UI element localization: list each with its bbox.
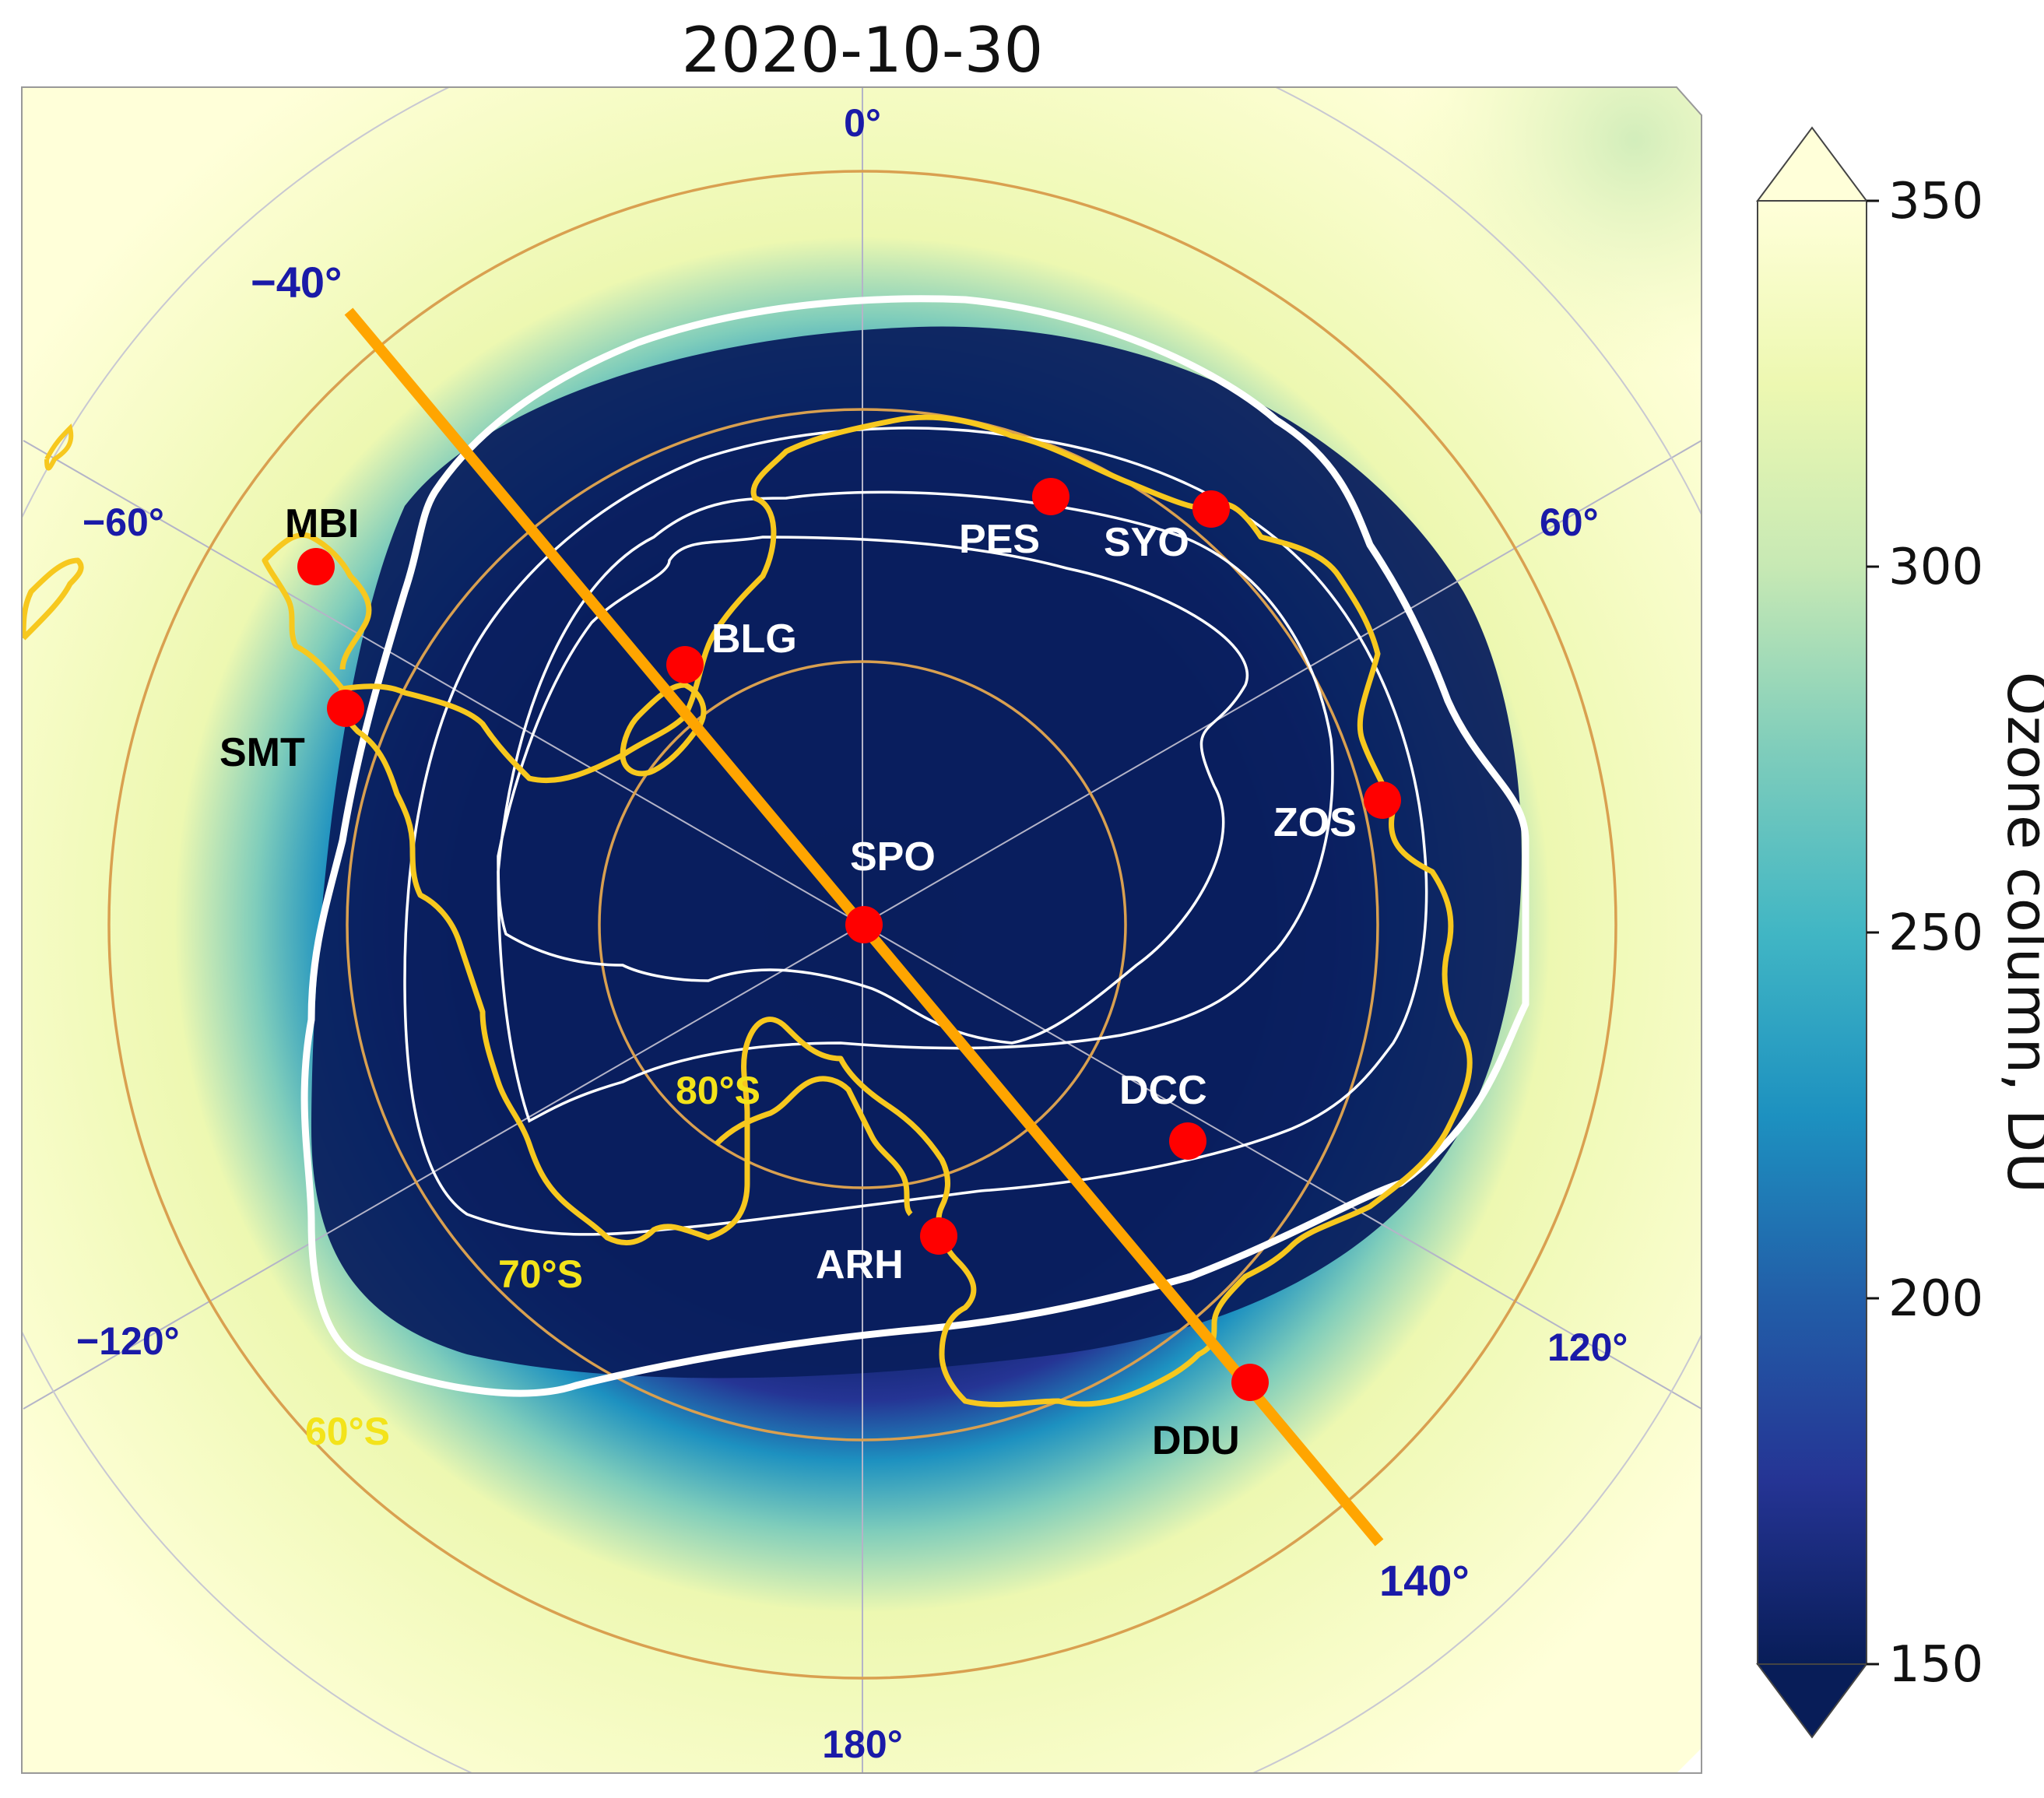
station-marker-syo xyxy=(1192,490,1230,528)
colorbar-tick-label-350: 350 xyxy=(1888,173,1983,230)
coastline-ross-shelf xyxy=(714,1076,913,1217)
coastline-south-america xyxy=(22,557,84,641)
station-label-syo: SYO xyxy=(1104,520,1189,565)
map-frame xyxy=(21,86,1702,1774)
meridian-lines xyxy=(23,87,1702,1773)
colorbar-extend-top-full xyxy=(1756,126,1868,202)
lat-label-60: 60°S xyxy=(305,1410,390,1453)
station-label-blg: BLG xyxy=(711,616,797,662)
station-label-zos: ZOS xyxy=(1273,800,1357,845)
ozone-hole-core xyxy=(311,326,1522,1378)
figure-title: 2020-10-30 xyxy=(682,14,1044,86)
station-marker-ddu xyxy=(1231,1364,1269,1401)
lat-circle-60 xyxy=(107,170,1617,1680)
colorbar: 150 200 250 300 350 Ozone column, DU xyxy=(1756,126,2044,1739)
station-label-dcc: DCC xyxy=(1119,1068,1207,1113)
station-label-ddu: DDU xyxy=(1152,1418,1240,1463)
coastline-peninsula xyxy=(262,532,372,691)
station-label-mbi: MBI xyxy=(285,501,359,546)
station-label-pes: PES xyxy=(959,517,1040,562)
colorbar-tick-label-200: 200 xyxy=(1888,1270,1983,1328)
station-markers xyxy=(297,478,1401,1401)
lat-circle-70 xyxy=(346,408,1379,1442)
station-label-arh: ARH xyxy=(816,1242,904,1287)
lon-label-m120: −120° xyxy=(76,1319,180,1363)
station-label-smt: SMT xyxy=(220,730,305,775)
lon-label-m60: −60° xyxy=(83,500,164,544)
station-marker-mbi xyxy=(297,548,335,585)
coastline-antarctica xyxy=(336,414,1473,1407)
lon-label-60: 60° xyxy=(1540,500,1599,544)
coastline-falklands xyxy=(44,423,74,471)
transect-start-label: −40° xyxy=(251,258,342,307)
station-label-spo: SPO xyxy=(850,834,936,880)
colorbar-tick-label-150: 150 xyxy=(1888,1636,1983,1694)
lon-label-180: 180° xyxy=(822,1722,902,1766)
ozone-hole-boundary xyxy=(300,295,1529,1397)
lon-label-120: 120° xyxy=(1547,1326,1628,1369)
contour-middle xyxy=(497,490,1334,1123)
contour-inner xyxy=(497,536,1249,1045)
station-marker-zos xyxy=(1364,781,1401,819)
colorbar-label: Ozone column, DU xyxy=(1995,672,2044,1193)
coastline-weddell xyxy=(620,682,707,777)
lon-label-0: 0° xyxy=(844,101,881,145)
lat-label-70: 70°S xyxy=(498,1252,583,1296)
station-marker-spo xyxy=(845,906,883,943)
colorbar-ticks xyxy=(1867,199,1879,1666)
colorbar-tick-label-300: 300 xyxy=(1888,539,1983,596)
latitude-circles xyxy=(107,170,1617,1680)
colorbar-extend-bottom xyxy=(1756,1663,1868,1739)
transect-end-label: 140° xyxy=(1379,1556,1470,1605)
lat-circle-80 xyxy=(598,660,1127,1189)
station-marker-arh xyxy=(920,1217,957,1255)
station-marker-pes xyxy=(1032,478,1069,515)
lat-label-80: 80°S xyxy=(676,1069,760,1112)
station-marker-blg xyxy=(666,646,704,683)
station-marker-smt xyxy=(327,690,364,727)
colorbar-tick-label-250: 250 xyxy=(1888,904,1983,962)
colorbar-body xyxy=(1757,200,1867,1665)
station-marker-dcc xyxy=(1169,1122,1206,1160)
